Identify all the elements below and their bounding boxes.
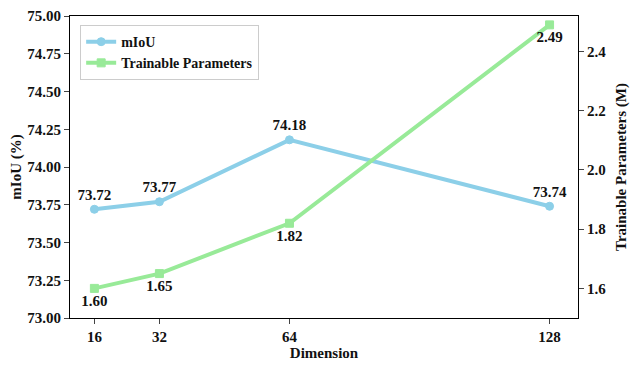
svg-text:mIoU (%): mIoU (%) xyxy=(8,134,25,199)
svg-text:73.72: 73.72 xyxy=(78,187,112,203)
svg-text:Trainable Parameters (M): Trainable Parameters (M) xyxy=(613,83,630,251)
svg-text:1.6: 1.6 xyxy=(587,281,606,297)
svg-text:74.25: 74.25 xyxy=(27,122,61,138)
svg-text:73.74: 73.74 xyxy=(533,184,567,200)
svg-text:73.25: 73.25 xyxy=(27,273,61,289)
svg-text:75.00: 75.00 xyxy=(27,8,61,24)
svg-text:73.77: 73.77 xyxy=(143,179,177,195)
svg-text:74.18: 74.18 xyxy=(273,117,307,133)
svg-text:73.75: 73.75 xyxy=(27,197,61,213)
svg-text:1.8: 1.8 xyxy=(587,221,606,237)
svg-text:2.49: 2.49 xyxy=(536,29,562,45)
svg-text:Trainable Parameters: Trainable Parameters xyxy=(121,56,252,71)
svg-text:73.50: 73.50 xyxy=(27,235,61,251)
svg-text:74.50: 74.50 xyxy=(27,84,61,100)
svg-text:64: 64 xyxy=(282,329,298,345)
svg-text:1.60: 1.60 xyxy=(81,293,107,309)
svg-text:1.82: 1.82 xyxy=(276,228,302,244)
svg-text:74.00: 74.00 xyxy=(27,159,61,175)
svg-text:73.00: 73.00 xyxy=(27,310,61,326)
svg-text:128: 128 xyxy=(538,329,561,345)
svg-text:16: 16 xyxy=(87,329,103,345)
svg-text:2.4: 2.4 xyxy=(587,44,606,60)
svg-text:mIoU: mIoU xyxy=(121,35,155,50)
svg-text:2.2: 2.2 xyxy=(587,103,606,119)
svg-text:1.65: 1.65 xyxy=(146,278,172,294)
svg-text:32: 32 xyxy=(152,329,167,345)
svg-text:Dimension: Dimension xyxy=(290,345,359,361)
svg-text:2.0: 2.0 xyxy=(587,162,606,178)
svg-text:74.75: 74.75 xyxy=(27,46,61,62)
